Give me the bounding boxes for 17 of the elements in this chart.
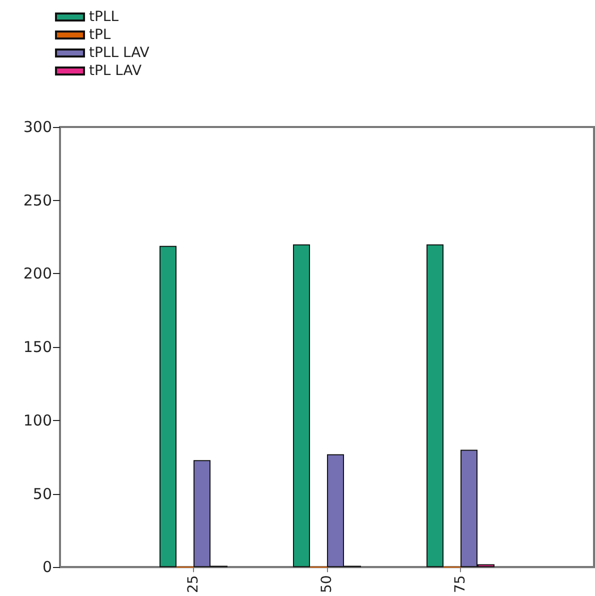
legend-label: tPLL LAV — [89, 45, 150, 61]
x-tick-label: 25 — [186, 575, 202, 594]
y-tick-label: 0 — [42, 558, 52, 576]
y-tick-label: 200 — [23, 264, 52, 283]
x-tick-label: 75 — [452, 575, 468, 594]
y-tick-label: 150 — [23, 338, 52, 356]
y-tick-label: 50 — [32, 484, 52, 503]
bar — [426, 244, 444, 568]
legend-label: tPL — [89, 27, 111, 43]
legend-label: tPLL — [89, 9, 119, 25]
y-tick-label: 100 — [23, 411, 52, 430]
bar — [160, 246, 176, 568]
x-tick-label: 50 — [319, 575, 335, 594]
y-tick-label: 300 — [23, 118, 52, 136]
legend-label: tPL LAV — [89, 63, 142, 79]
bar — [293, 244, 310, 568]
y-tick-label: 250 — [23, 191, 52, 210]
